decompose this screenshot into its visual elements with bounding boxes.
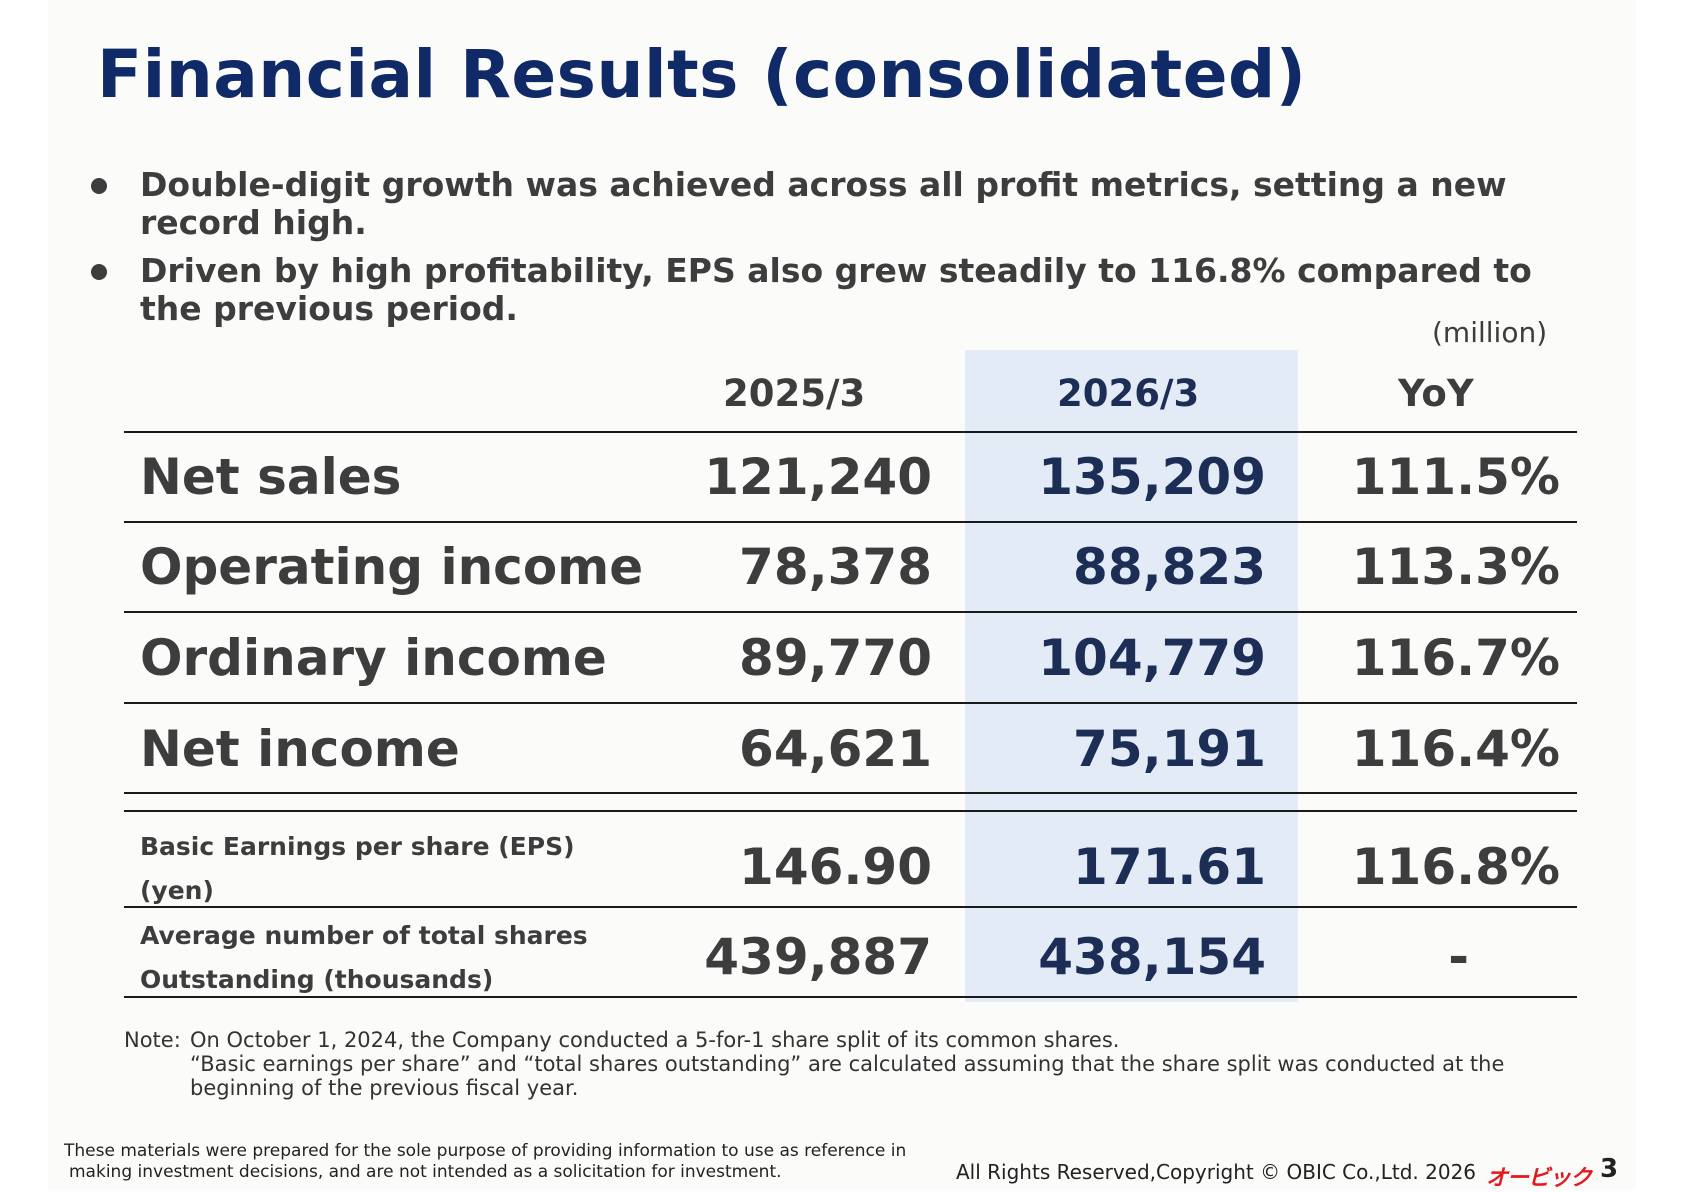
table-rule [124, 810, 1577, 812]
row-label-line1: Basic Earnings per share (EPS) [140, 832, 575, 861]
value-yoy: 116.4% [1351, 720, 1560, 778]
row-label-line2: (yen) [140, 876, 214, 905]
note-line3: beginning of the previous fiscal year. [190, 1076, 579, 1100]
value-2026: 104,779 [1038, 629, 1266, 687]
row-label: Average number of total shares Outstandi… [140, 914, 588, 1002]
table-rule [124, 702, 1577, 704]
value-2026: 135,209 [1038, 448, 1266, 506]
table-rule [124, 906, 1577, 908]
table-rule [124, 996, 1577, 998]
column-header-yoy: YoY [1398, 372, 1474, 415]
bullet-item: Double-digit growth was achieved across … [88, 166, 1578, 242]
row-label: Net income [140, 720, 460, 778]
column-header-2026: 2026/3 [1057, 372, 1200, 415]
footnote: Note: On October 1, 2024, the Company con… [124, 1028, 1504, 1100]
value-yoy: 116.8% [1351, 838, 1560, 896]
row-label: Operating income [140, 538, 644, 596]
note-lead: Note: [124, 1028, 181, 1052]
value-2025: 439,887 [704, 928, 932, 986]
unit-label: (million) [1432, 316, 1548, 349]
value-2025: 78,378 [739, 538, 932, 596]
value-2026: 171.61 [1073, 838, 1266, 896]
value-2025: 146.90 [739, 838, 932, 896]
value-2026: 438,154 [1038, 928, 1266, 986]
value-2025: 121,240 [704, 448, 932, 506]
slide [48, 0, 1636, 1190]
current-year-highlight [965, 350, 1298, 1002]
disclaimer-line1: These materials were prepared for the so… [64, 1141, 907, 1161]
value-yoy: 113.3% [1351, 538, 1560, 596]
value-2025: 89,770 [739, 629, 932, 687]
value-2025: 64,621 [739, 720, 932, 778]
company-logo: オービック [1486, 1166, 1592, 1191]
note-line1: On October 1, 2024, the Company conducte… [190, 1028, 1120, 1052]
value-2026: 75,191 [1073, 720, 1266, 778]
value-2026: 88,823 [1073, 538, 1266, 596]
value-yoy: 111.5% [1351, 448, 1560, 506]
table-rule [124, 611, 1577, 613]
value-yoy: 116.7% [1351, 629, 1560, 687]
page-title: Financial Results (consolidated) [97, 36, 1307, 113]
note-line2: “Basic earnings per share” and “total sh… [190, 1052, 1505, 1076]
table-rule [124, 792, 1577, 794]
row-label: Net sales [140, 448, 402, 506]
disclaimer-line2: making investment decisions, and are not… [69, 1162, 782, 1182]
bullet-dot-icon [91, 178, 107, 194]
table-rule [124, 521, 1577, 523]
table-rule [124, 431, 1577, 433]
bullet-list: Double-digit growth was achieved across … [88, 166, 1578, 338]
bullet-item: Driven by high profitability, EPS also g… [88, 252, 1578, 328]
row-label: Ordinary income [140, 629, 607, 687]
column-header-2025: 2025/3 [723, 372, 866, 415]
page-number: 3 [1600, 1154, 1619, 1184]
bullet-text: Double-digit growth was achieved across … [140, 165, 1507, 242]
copyright: All Rights Reserved,Copyright © OBIC Co.… [956, 1160, 1477, 1184]
bullet-dot-icon [91, 264, 107, 280]
row-label-line2: Outstanding (thousands) [140, 965, 494, 994]
row-label: Basic Earnings per share (EPS) (yen) [140, 825, 575, 913]
disclaimer: These materials were prepared for the so… [64, 1141, 906, 1183]
bullet-text: Driven by high profitability, EPS also g… [140, 251, 1532, 328]
row-label-line1: Average number of total shares [140, 921, 588, 950]
value-yoy: - [1448, 928, 1469, 986]
